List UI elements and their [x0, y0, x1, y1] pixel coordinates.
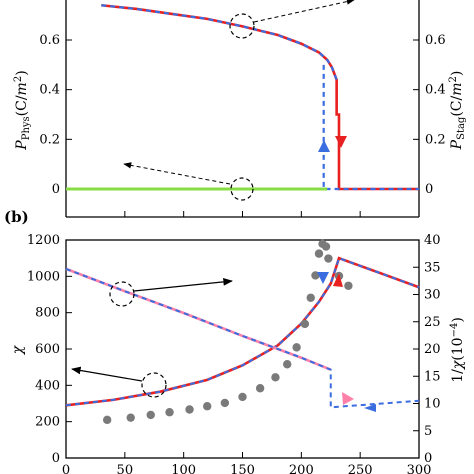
a-y2tick-label: 0.2: [425, 132, 446, 147]
panel-a-y2-label: PStag(C/m2): [448, 71, 467, 151]
blue-left-arrow: [364, 404, 376, 412]
b-y2tick-label: 15: [424, 369, 441, 384]
b-scatter-point: [238, 392, 247, 402]
a-y2tick-label: 0.6: [425, 33, 446, 48]
b-y2tick-label: 25: [424, 315, 441, 330]
b-ytick-label: 800: [35, 306, 60, 321]
b-y2tick-label: 10: [424, 397, 441, 412]
b-scatter-point: [102, 415, 112, 425]
b-y2tick-label: 0: [424, 451, 432, 466]
b-series-0: [65, 256, 420, 407]
b-ytick-label: 600: [35, 342, 60, 357]
annotation-circle-upper: [229, 13, 255, 39]
b-scatter-point: [300, 319, 310, 329]
red-up-arrow-b: [333, 273, 343, 287]
b-scatter-point: [165, 408, 174, 417]
b-xtick-label: 150: [230, 463, 255, 474]
annotation-circle-lower: [230, 177, 254, 201]
b-xtick-label: 200: [289, 463, 314, 474]
b-scatter-point: [255, 384, 265, 393]
panel-a-y-label: PPhys(C/m2): [13, 70, 32, 150]
red-down-arrow: [335, 136, 347, 148]
b-scatter-point: [271, 373, 280, 382]
b-y2tick-label: 30: [424, 288, 441, 303]
blue-up-arrow: [318, 140, 330, 152]
b-xtick-label: 250: [348, 463, 373, 474]
b-scatter-point: [321, 242, 331, 251]
b-scatter-point: [311, 271, 320, 280]
annotation-arrow-lower: [123, 162, 231, 185]
b-scatter-point: [283, 360, 292, 369]
panel-b-frame: [65, 239, 420, 459]
b-scatter-point: [185, 405, 194, 414]
a-ytick-label: 0.6: [39, 33, 60, 48]
b-y2tick-label: 35: [424, 260, 441, 275]
annotation-circle-b-upper: [109, 281, 135, 307]
b-series-1: [65, 256, 420, 407]
a-y2tick-label: 0.4: [425, 83, 446, 98]
b-ytick-label: 1200: [27, 233, 60, 248]
a-ytick-label: 0: [52, 182, 60, 197]
panel-b: (b) 020040060080010001200051015202530354…: [4, 208, 466, 474]
b-xtick-label: 0: [62, 463, 70, 474]
b-series-3: [65, 267, 420, 409]
b-scatter-point: [126, 413, 135, 422]
b-scatter-point: [292, 343, 301, 352]
annotation-circle-b-lower: [141, 372, 167, 398]
a-y2tick-label: 0: [425, 182, 433, 197]
b-scatter-point: [344, 281, 353, 290]
b-scatter-point: [203, 402, 212, 411]
b-xtick-label: 300: [407, 463, 432, 474]
b-ytick-label: 1000: [27, 269, 60, 284]
panel-b-y-label: χ: [10, 344, 26, 355]
a-ytick-label: 0.4: [39, 83, 60, 98]
blue-down-arrow-b: [317, 272, 329, 284]
b-scatter-point: [314, 249, 324, 258]
b-ytick-label: 0: [52, 451, 60, 466]
annotation-arrow-b-lower: [71, 366, 143, 382]
b-scatter-point: [220, 398, 230, 408]
annotation-arrow-upper: [253, 0, 355, 23]
b-xtick-label: 100: [171, 463, 196, 474]
b-ytick-label: 400: [35, 378, 60, 393]
b-ytick-label: 200: [35, 415, 60, 430]
b-y2tick-label: 20: [424, 342, 441, 357]
panel-a: 0 0.2 0.4 0.6 0 0.2 0.4 0.6 PPhys(C/m2) PStag(C…: [13, 0, 467, 218]
a-ytick-label: 0.2: [39, 132, 60, 147]
a-series-1: [101, 4, 338, 81]
b-scatter-point: [324, 254, 333, 263]
panel-b-label: (b): [4, 208, 29, 226]
annotation-arrow-b-upper: [133, 278, 233, 292]
b-y2tick-label: 40: [424, 233, 441, 248]
b-scatter-point: [146, 410, 155, 420]
panel-b-y2-label: 1/χ(10−4): [449, 317, 466, 383]
b-y2tick-label: 5: [424, 424, 432, 439]
b-xtick-label: 50: [117, 463, 134, 474]
a-series-0: [101, 3, 419, 191]
pink-arrow: [342, 392, 354, 405]
b-scatter-point: [306, 293, 315, 302]
